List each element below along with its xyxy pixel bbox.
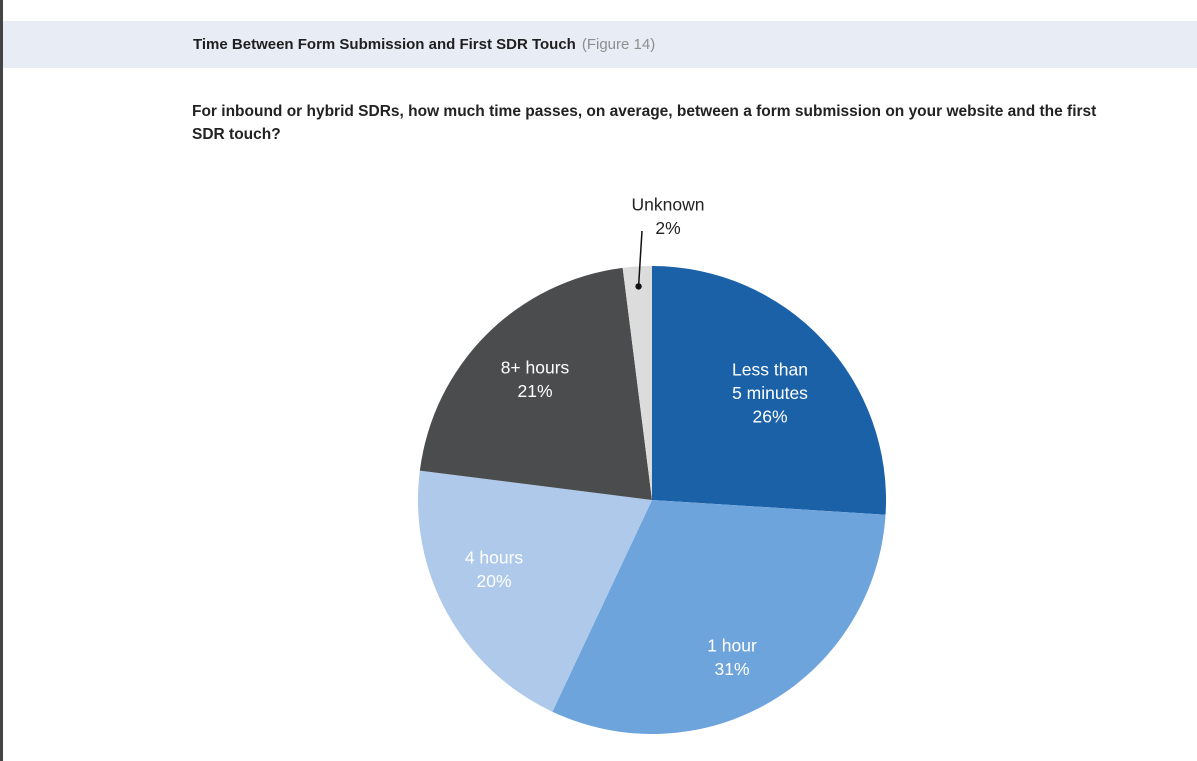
slice-value-label: 26% [752, 407, 787, 427]
pie-slice-unknown [622, 266, 652, 500]
slice-category-label: 1 hour [707, 636, 757, 656]
slice-label-1-hour: 1 hour 31% [707, 636, 757, 680]
callout-leader-line [637, 230, 643, 287]
pie-slice-1-hour [552, 500, 886, 735]
survey-question: For inbound or hybrid SDRs, how much tim… [192, 103, 1097, 143]
figure-number: (Figure 14) [581, 36, 656, 53]
slice-label-8-hours: 8+ hours 21% [501, 358, 570, 402]
slice-value-label: 20% [476, 571, 511, 591]
slice-label-unknown: Unknown 2% [632, 195, 705, 239]
left-page-rule [0, 0, 3, 761]
pie-slice-4-hours [418, 470, 652, 712]
figure-header-text: Time Between Form Submission and First S… [193, 36, 655, 53]
pie-slice-less-than-5-minutes [652, 265, 887, 515]
figure-title: Time Between Form Submission and First S… [193, 36, 576, 53]
slice-category-label: 8+ hours [501, 358, 570, 378]
pie-slice-8-hours [419, 267, 652, 500]
slice-category-label: 5 minutes [732, 383, 808, 403]
figure-header: Time Between Form Submission and First S… [3, 21, 1197, 68]
slice-value-label: 2% [655, 218, 680, 238]
slice-value-label: 21% [517, 381, 552, 401]
slice-category-label: Less than [732, 360, 808, 380]
slice-label-less-than-5-minutes: Less than 5 minutes 26% [732, 360, 808, 427]
callout-dot [635, 283, 642, 290]
slice-category-label: 4 hours [465, 548, 524, 568]
slice-value-label: 31% [714, 659, 749, 679]
slice-label-4-hours: 4 hours 20% [465, 548, 524, 592]
slice-category-label: Unknown [632, 195, 705, 215]
